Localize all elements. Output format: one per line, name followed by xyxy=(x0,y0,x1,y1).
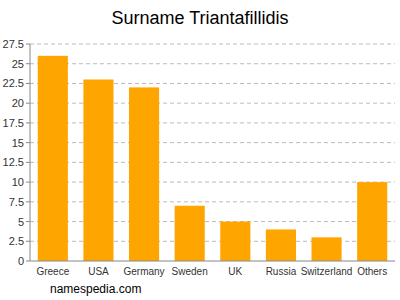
y-tick xyxy=(26,103,30,104)
x-tick-label: Germany xyxy=(124,266,165,277)
bar xyxy=(312,237,342,261)
y-tick-label: 20 xyxy=(12,97,24,109)
x-axis xyxy=(30,261,395,262)
y-tick xyxy=(26,63,30,64)
y-tick xyxy=(26,261,30,262)
y-tick-label: 2.5 xyxy=(9,235,24,247)
bar xyxy=(129,87,159,261)
y-tick-label: 5 xyxy=(18,216,24,228)
y-tick-label: 7.5 xyxy=(9,196,24,208)
y-tick xyxy=(26,241,30,242)
x-tick-label: Greece xyxy=(36,266,69,277)
chart-svg: Surname Triantafillidis 0 2.5 5 7.5 10 12.5 15 1… xyxy=(0,0,400,300)
y-tick-label: 15 xyxy=(12,137,24,149)
y-tick-label: 0 xyxy=(18,255,24,267)
y-tick-label: 22.5 xyxy=(3,77,24,89)
y-tick-label: 17.5 xyxy=(3,117,24,129)
bars xyxy=(38,56,387,261)
y-tick xyxy=(26,221,30,222)
y-tick xyxy=(26,162,30,163)
y-tick xyxy=(26,201,30,202)
bar xyxy=(38,56,68,261)
y-tick xyxy=(26,182,30,183)
y-tick-label: 27.5 xyxy=(3,38,24,50)
grid-line xyxy=(30,63,395,64)
y-tick xyxy=(26,44,30,45)
x-tick-label: Sweden xyxy=(172,266,208,277)
title: Surname Triantafillidis xyxy=(111,8,288,28)
bar xyxy=(175,206,205,261)
x-tick-label: USA xyxy=(88,266,109,277)
chart-container: Surname Triantafillidis 0 2.5 5 7.5 10 12.5 15 1… xyxy=(0,0,400,300)
grid xyxy=(26,44,395,261)
y-axis xyxy=(30,44,31,261)
y-tick-label: 12.5 xyxy=(3,156,24,168)
source-annotation: namespedia.com xyxy=(50,282,141,296)
y-tick-label: 10 xyxy=(12,176,24,188)
y-tick xyxy=(26,142,30,143)
x-tick-label: Russia xyxy=(266,266,297,277)
x-tick-label: UK xyxy=(228,266,242,277)
y-tick xyxy=(26,83,30,84)
y-tick-label: 25 xyxy=(12,58,24,70)
bar xyxy=(266,229,296,261)
bar xyxy=(357,182,387,261)
y-tick xyxy=(26,122,30,123)
bar xyxy=(83,80,113,261)
x-tick-label: Others xyxy=(357,266,387,277)
x-tick-label: Switzerland xyxy=(301,266,353,277)
bar xyxy=(220,222,250,261)
grid-line xyxy=(30,44,395,45)
